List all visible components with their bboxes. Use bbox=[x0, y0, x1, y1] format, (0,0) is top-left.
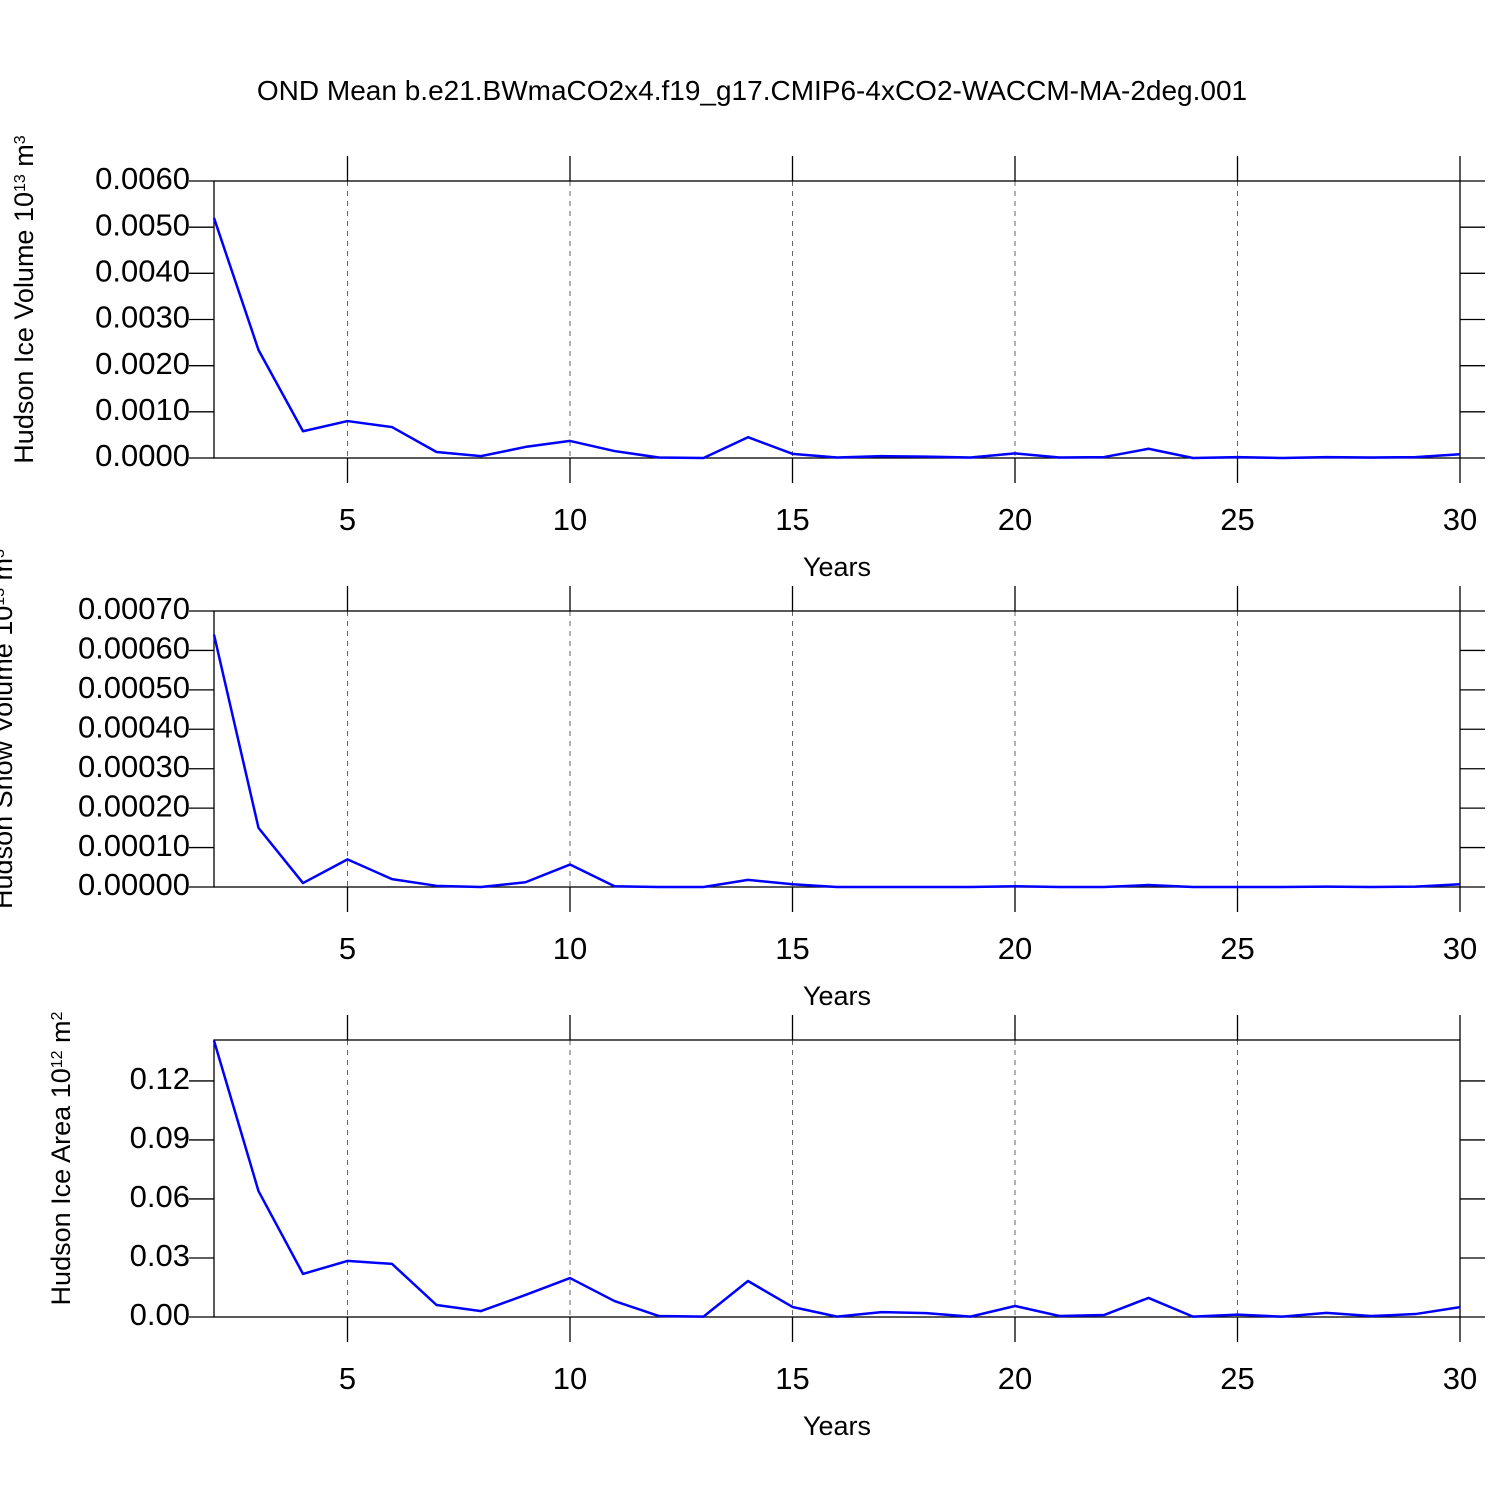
y-label-unit: m bbox=[0, 558, 18, 588]
x-tick-label: 20 bbox=[998, 1361, 1032, 1396]
data-line bbox=[212, 1040, 1461, 1318]
x-axis-label: Years bbox=[803, 1411, 871, 1441]
y-axis-label: Hudson Ice Volume 1013 m3 bbox=[9, 135, 39, 463]
x-tick-label: 10 bbox=[553, 931, 587, 966]
plot-frame bbox=[213, 610, 1461, 888]
x-tick-label: 5 bbox=[339, 1361, 356, 1396]
y-tick-label: 0.09 bbox=[130, 1120, 190, 1155]
x-tick-label: 10 bbox=[553, 1361, 587, 1396]
y-tick-label: 0.00010 bbox=[78, 828, 190, 863]
y-tick-label: 0.0000 bbox=[95, 438, 190, 473]
x-tick-label: 30 bbox=[1443, 1361, 1477, 1396]
y-label-text: Hudson Ice Area 10 bbox=[46, 1068, 76, 1305]
x-tick-label: 25 bbox=[1220, 502, 1254, 537]
x-tick-label: 25 bbox=[1220, 931, 1254, 966]
y-tick-label: 0.00050 bbox=[78, 670, 190, 705]
y-tick-label: 0.0040 bbox=[95, 254, 190, 289]
x-tick-label: 30 bbox=[1443, 502, 1477, 537]
y-tick-label: 0.0020 bbox=[95, 346, 190, 381]
x-tick-label: 15 bbox=[775, 1361, 809, 1396]
figure-title: OND Mean b.e21.BWmaCO2x4.f19_g17.CMIP6-4… bbox=[257, 75, 1247, 106]
y-axis-label: Hudson Snow Volume 1013 m3 bbox=[0, 549, 18, 909]
plot-frame bbox=[213, 180, 1461, 459]
y-axis-label: Hudson Ice Area 1012 m2 bbox=[46, 1011, 76, 1305]
x-tick-label: 20 bbox=[998, 502, 1032, 537]
y-tick-label: 0.0050 bbox=[95, 207, 190, 242]
y-tick-label: 0.06 bbox=[130, 1179, 190, 1214]
y-label-exponent: 13 bbox=[12, 174, 29, 192]
x-tick-label: 15 bbox=[775, 502, 809, 537]
y-tick-label: 0.00000 bbox=[78, 867, 190, 902]
x-tick-label: 30 bbox=[1443, 931, 1477, 966]
y-label-unit-exponent: 2 bbox=[49, 1011, 66, 1020]
x-tick-label: 10 bbox=[553, 502, 587, 537]
x-tick-label: 15 bbox=[775, 931, 809, 966]
y-label-unit-exponent: 3 bbox=[12, 135, 29, 144]
y-tick-label: 0.0030 bbox=[95, 300, 190, 335]
y-tick-label: 0.00040 bbox=[78, 709, 190, 744]
x-tick-label: 5 bbox=[339, 931, 356, 966]
y-label-unit: m bbox=[46, 1020, 76, 1050]
x-axis-label: Years bbox=[803, 552, 871, 582]
y-tick-label: 0.00 bbox=[130, 1297, 190, 1332]
data-line bbox=[212, 634, 1461, 889]
y-label-exponent: 13 bbox=[0, 588, 8, 606]
y-tick-label: 0.0060 bbox=[95, 161, 190, 196]
y-label-unit-exponent: 3 bbox=[0, 549, 8, 558]
y-label-exponent: 12 bbox=[49, 1050, 66, 1068]
y-tick-label: 0.03 bbox=[130, 1238, 190, 1273]
data-line bbox=[212, 217, 1461, 460]
x-axis-label: Years bbox=[803, 981, 871, 1011]
y-tick-label: 0.12 bbox=[130, 1061, 190, 1096]
plot-frame bbox=[213, 1039, 1461, 1318]
y-tick-label: 0.00060 bbox=[78, 631, 190, 666]
y-tick-label: 0.0010 bbox=[95, 392, 190, 427]
x-tick-label: 5 bbox=[339, 502, 356, 537]
y-tick-label: 0.00030 bbox=[78, 749, 190, 784]
y-tick-label: 0.00020 bbox=[78, 788, 190, 823]
x-tick-label: 25 bbox=[1220, 1361, 1254, 1396]
y-label-unit: m bbox=[9, 144, 39, 174]
y-label-text: Hudson Ice Volume 10 bbox=[9, 192, 39, 464]
x-tick-label: 20 bbox=[998, 931, 1032, 966]
y-label-text: Hudson Snow Volume 10 bbox=[0, 606, 18, 909]
y-tick-label: 0.00070 bbox=[78, 591, 190, 626]
